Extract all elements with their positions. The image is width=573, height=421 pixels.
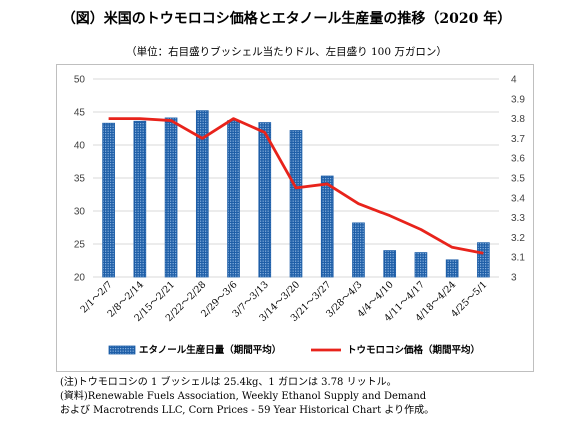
bar <box>289 130 303 278</box>
note-source-2: および Macrotrends LLC, Corn Prices - 59 Ye… <box>60 405 435 416</box>
y-right-tick-label: 3 <box>511 273 517 284</box>
bar <box>352 222 365 278</box>
y-left-tick-label: 20 <box>74 273 86 284</box>
legend-line-label: トウモロコシ価格（期間平均） <box>347 344 480 356</box>
y-right-tick-label: 3.5 <box>511 174 525 185</box>
bar <box>258 122 272 278</box>
y-left-tick-label: 40 <box>74 141 86 152</box>
bar <box>133 120 147 278</box>
y-left-tick-label: 30 <box>74 207 86 218</box>
y-right-tick-label: 3.8 <box>511 114 525 125</box>
legend-bar-label: エタノール生産日量（期間平均） <box>139 344 281 356</box>
y-right-tick-label: 3.4 <box>511 193 525 204</box>
notes: (注)トウモロコシの 1 ブッシェルは 25.4kg、1 ガロンは 3.78 リ… <box>60 376 434 418</box>
bar <box>445 259 459 278</box>
bar <box>383 250 397 278</box>
note-source-1: (資料)Renewable Fuels Association, Weekly … <box>60 391 427 402</box>
bar <box>227 120 240 278</box>
chart-frame: 20 25 30 35 40 45 50 3 3.1 3.2 3.3 3.4 3.5 3.6 3.7 3.8 3… <box>56 64 534 372</box>
y-right-tick-label: 3.6 <box>511 154 525 165</box>
y-left-tick-label: 50 <box>74 75 86 86</box>
y-right-tick-label: 3.3 <box>511 213 525 224</box>
note-unit-conversion: (注)トウモロコシの 1 ブッシェルは 25.4kg、1 ガロンは 3.78 リ… <box>60 377 397 388</box>
y-right-tick-label: 3.7 <box>511 134 525 145</box>
bar <box>320 175 334 278</box>
price-line <box>108 117 484 255</box>
chart-title: （図）米国のトウモロコシ価格とエタノール生産量の推移（2020 年） <box>61 11 512 27</box>
bar <box>164 117 178 278</box>
y-left-tick-label: 35 <box>74 174 86 185</box>
y-right-tick-label: 3.2 <box>511 233 525 244</box>
y-right-tick-label: 3.1 <box>511 253 525 264</box>
chart-subtitle: （単位：右目盛りブッシェル当たりドル、左目盛り 100 万ガロン） <box>126 46 447 58</box>
chart-svg: 20 25 30 35 40 45 50 3 3.1 3.2 3.3 3.4 3.5 3.6 3.7 3.8 3… <box>74 75 525 357</box>
bar <box>414 252 428 278</box>
y-left-tick-label: 25 <box>74 240 86 251</box>
bar <box>477 242 490 278</box>
y-left-tick-label: 45 <box>74 108 86 119</box>
y-right-tick-label: 3.9 <box>511 94 525 105</box>
y-right-tick-label: 4 <box>511 75 517 86</box>
legend-bar-swatch <box>108 345 136 355</box>
bar <box>195 110 209 278</box>
bar <box>102 122 115 278</box>
